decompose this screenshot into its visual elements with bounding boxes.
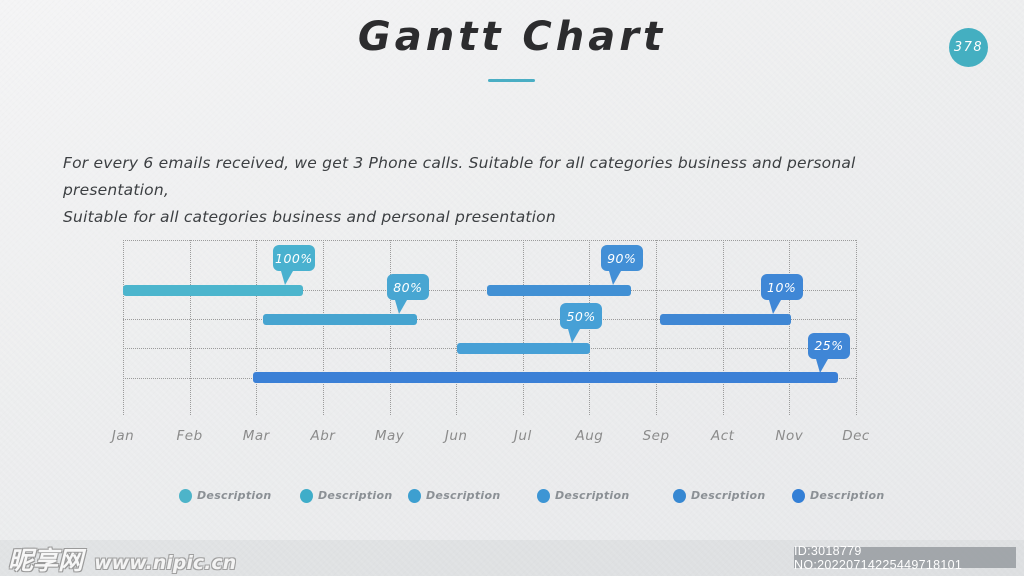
- bar-tooltip: 100%: [272, 245, 315, 285]
- legend-label: Description: [197, 489, 272, 502]
- grid-vline: [256, 240, 258, 415]
- tooltip-arrow: [816, 358, 828, 373]
- month-label: Sep: [642, 428, 670, 444]
- legend-label: Description: [691, 489, 766, 502]
- month-label: Aug: [575, 428, 604, 444]
- bar-tooltip-label: 25%: [814, 338, 844, 353]
- gantt-bar: [262, 313, 417, 325]
- gantt-bar: [252, 372, 838, 383]
- legend-label: Description: [426, 489, 501, 502]
- legend-dot: [792, 489, 805, 503]
- gantt-bar: [660, 313, 791, 325]
- grid-vline: [522, 240, 524, 415]
- grid-vline: [789, 240, 791, 415]
- tooltip-arrow: [394, 300, 407, 314]
- grid-hline: [123, 319, 856, 320]
- month-label: Jun: [444, 428, 468, 444]
- watermark-site-name: 昵享网: [8, 546, 84, 575]
- grid-vline: [722, 240, 724, 415]
- bar-tooltip: 80%: [386, 274, 429, 314]
- grid-vline: [389, 240, 391, 415]
- month-label: Mar: [242, 428, 270, 444]
- legend-label: Description: [318, 489, 393, 502]
- bar-tooltip: 10%: [760, 274, 803, 314]
- month-label: Jul: [513, 428, 532, 444]
- grid-vline: [189, 240, 191, 415]
- tooltip-arrow: [568, 329, 581, 343]
- legend-dot: [673, 489, 686, 503]
- grid-vline: [656, 240, 658, 415]
- legend-dot: [408, 489, 421, 503]
- legend-dot: [179, 489, 192, 503]
- watermark-site: 昵享网 www.nipic.cn: [8, 541, 236, 576]
- month-label: Dec: [842, 428, 870, 444]
- legend-label: Description: [810, 489, 885, 502]
- tooltip-arrow: [608, 271, 621, 285]
- month-label: May: [374, 428, 405, 444]
- gantt-bar: [123, 284, 303, 296]
- bar-tooltip-label: 80%: [393, 279, 423, 295]
- grid-hline: [123, 240, 856, 241]
- page-title: Gantt Chart: [357, 14, 667, 60]
- gantt-bar: [456, 342, 591, 354]
- tooltip-arrow: [280, 271, 293, 285]
- bar-tooltip: 50%: [560, 303, 603, 343]
- watermark-site-url: www.nipic.cn: [94, 552, 237, 574]
- grid-vline: [123, 240, 124, 415]
- legend-dot: [537, 489, 550, 503]
- slide-description: For every 6 emails received, we get 3 Ph…: [63, 150, 943, 231]
- month-label: Abr: [310, 428, 336, 444]
- bar-tooltip-label: 90%: [607, 250, 637, 266]
- month-label: Jan: [111, 428, 135, 444]
- tooltip-arrow: [768, 300, 781, 314]
- bar-tooltip: 25%: [808, 332, 850, 373]
- description-line-1: For every 6 emails received, we get 3 Ph…: [63, 154, 856, 199]
- grid-vline: [456, 240, 458, 415]
- month-label: Nov: [775, 428, 804, 444]
- page-number-badge: 378: [949, 28, 988, 67]
- legend-label: Description: [555, 489, 630, 502]
- description-line-2: Suitable for all categories business and…: [63, 208, 556, 226]
- grid-vline: [322, 240, 324, 415]
- gantt-bar: [486, 284, 631, 296]
- grid-vline: [856, 240, 857, 415]
- bar-tooltip-label: 50%: [566, 308, 596, 324]
- month-label: Act: [710, 428, 735, 444]
- bar-tooltip-label: 10%: [767, 279, 797, 295]
- bar-tooltip-label: 100%: [275, 250, 313, 266]
- bar-tooltip: 90%: [600, 245, 643, 285]
- title-underline-accent: [488, 79, 535, 82]
- watermark-id-badge: ID:3018779 NO:20220714225449718101: [794, 544, 1016, 572]
- month-label: Feb: [176, 428, 203, 444]
- legend-dot: [300, 489, 313, 503]
